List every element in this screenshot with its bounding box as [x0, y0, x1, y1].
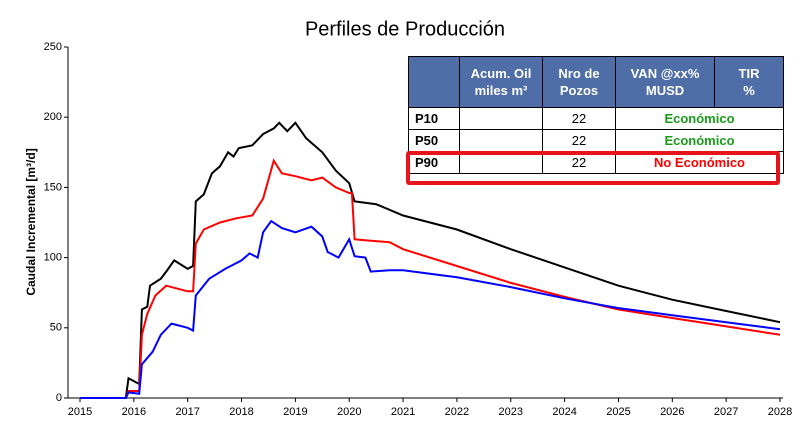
- table-row: P10 22 Económico: [408, 107, 784, 130]
- x-tick-label: 2019: [283, 406, 307, 418]
- wells-cell: 22: [542, 129, 616, 152]
- x-tick-label: 2028: [768, 406, 792, 418]
- y-tick-label: 100: [44, 252, 62, 264]
- x-tick-label: 2025: [606, 406, 630, 418]
- y-tick-label: 0: [56, 392, 62, 404]
- results-table: Acum. Oil miles m³ Nro de Pozos VAN @xx% MUSD…: [408, 56, 784, 174]
- y-tick-label: 250: [44, 41, 62, 53]
- header-cell: Acum. Oil miles m³: [459, 56, 543, 108]
- header-cell: [408, 56, 460, 108]
- x-tick-label: 2027: [714, 406, 738, 418]
- header-text: VAN @xx%: [630, 66, 700, 81]
- header-cell: VAN @xx% MUSD: [615, 56, 715, 108]
- x-tick-label: 2026: [660, 406, 684, 418]
- y-tick-label: 200: [44, 111, 62, 123]
- x-tick-label: 2022: [445, 406, 469, 418]
- x-tick-label: 2016: [122, 406, 146, 418]
- x-tick-label: 2015: [68, 406, 92, 418]
- highlight-box: [406, 151, 780, 185]
- x-tick-label: 2018: [229, 406, 253, 418]
- table-header: Acum. Oil miles m³ Nro de Pozos VAN @xx% MUSD…: [408, 56, 784, 108]
- header-cell: TIR%: [714, 56, 784, 108]
- row-name: P50: [408, 129, 460, 152]
- y-axis-label: Caudal Incremental [m³/d]: [24, 148, 38, 295]
- status-cell: Económico: [615, 129, 784, 152]
- line-series: [80, 121, 781, 399]
- header-text: miles m³: [474, 83, 528, 98]
- chart-title: Perfiles de Producción: [305, 18, 505, 40]
- line-series: [80, 158, 781, 399]
- header-text: TIR: [738, 66, 760, 81]
- x-tick-label: 2017: [175, 406, 199, 418]
- y-tick-label: 150: [44, 181, 62, 193]
- x-tick-label: 2023: [499, 406, 523, 418]
- wells-cell: 22: [542, 107, 616, 130]
- header-cell: Nro de Pozos: [542, 56, 616, 108]
- y-tick-label: 50: [50, 322, 62, 334]
- header-text: Nro de: [558, 66, 600, 81]
- header-text: MUSD: [645, 83, 685, 98]
- x-tick-label: 2021: [391, 406, 415, 418]
- status-cell: Económico: [615, 107, 784, 130]
- header-text: Acum. Oil: [470, 66, 532, 81]
- header-text: Pozos: [559, 83, 599, 98]
- x-tick-label: 2020: [337, 406, 361, 418]
- header-text: %: [743, 83, 755, 98]
- cell: [459, 107, 543, 130]
- row-name: P10: [408, 107, 460, 130]
- cell: [459, 129, 543, 152]
- line-series: [80, 219, 781, 399]
- x-tick-label: 2024: [552, 406, 576, 418]
- status-cell: No Económico: [615, 151, 784, 174]
- table-row: P50 22 Económico: [408, 129, 784, 152]
